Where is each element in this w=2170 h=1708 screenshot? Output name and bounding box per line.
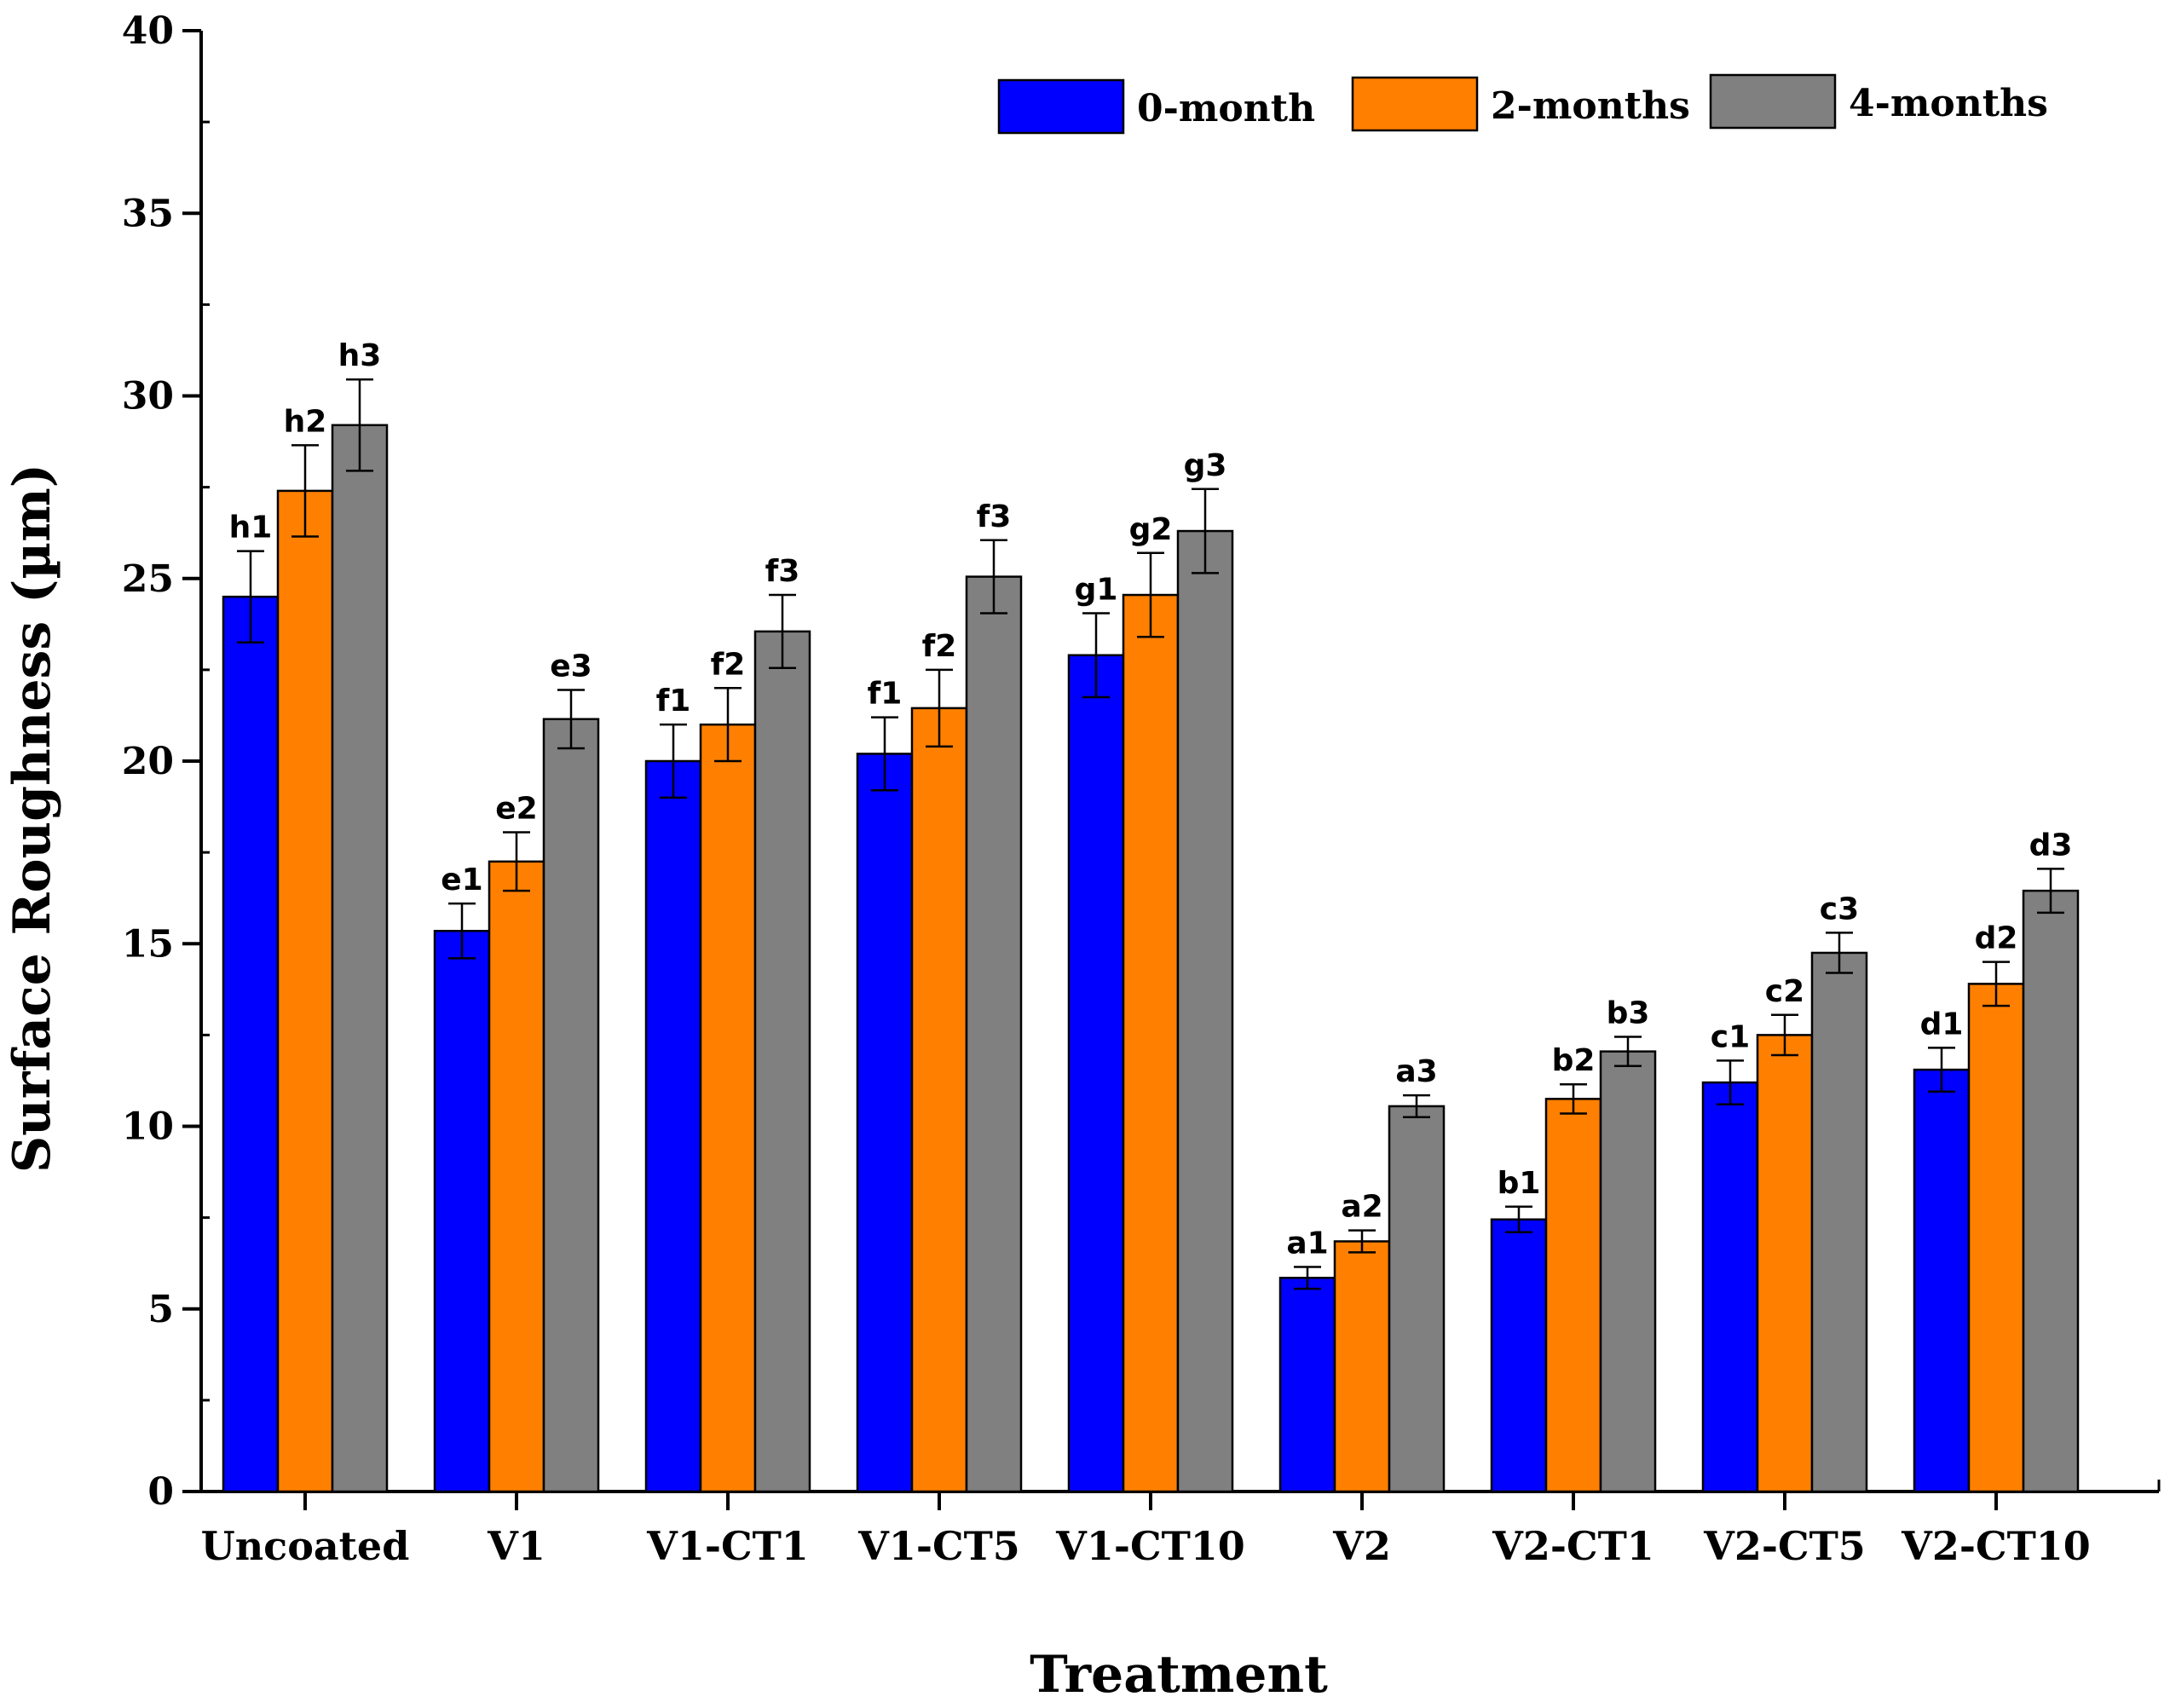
significance-label: a2 [1341, 1190, 1382, 1225]
x-axis-title: Treatment [1030, 1645, 1328, 1705]
legend: 0-month 2-months 4-months [997, 73, 2048, 135]
bar [1756, 1034, 1814, 1493]
bar [1913, 1068, 1971, 1493]
legend-label: 2-months [1491, 84, 1690, 128]
x-tick-label: Uncoated [201, 1523, 410, 1569]
bar [1067, 654, 1125, 1493]
y-tick-label: 0 [147, 1470, 174, 1514]
bar [222, 595, 280, 1493]
bar [2022, 889, 2080, 1493]
legend-swatch [1351, 76, 1479, 132]
bar [965, 575, 1023, 1493]
x-tick-label: V1 [487, 1523, 545, 1569]
significance-label: a1 [1286, 1226, 1328, 1261]
y-tick-label: 35 [122, 192, 174, 235]
significance-label: c3 [1820, 892, 1859, 926]
significance-label: d1 [1920, 1007, 1964, 1042]
bar [1490, 1218, 1548, 1493]
x-tick-label: V1-CT5 [857, 1523, 1020, 1569]
bar [753, 630, 811, 1493]
significance-label: e3 [550, 649, 592, 684]
significance-label: d2 [1975, 921, 2018, 956]
bar [1388, 1105, 1446, 1493]
significance-label: h1 [229, 511, 273, 545]
y-tick-label: 30 [122, 375, 174, 418]
x-tick-label: V2-CT1 [1492, 1523, 1654, 1569]
significance-label: b3 [1607, 996, 1650, 1031]
bar [1810, 951, 1868, 1493]
bar [276, 489, 334, 1493]
significance-label: f3 [977, 499, 1012, 534]
bar [1701, 1081, 1759, 1493]
legend-swatch [997, 78, 1125, 135]
significance-label: g1 [1075, 572, 1118, 607]
bar [433, 930, 491, 1493]
significance-label: b2 [1552, 1043, 1596, 1078]
axis-ticks: 0 5 10 15 20 25 30 35 40 Uncoated V1 V1-CT1 V1-CT5 V1… [122, 9, 2161, 1569]
bar [644, 759, 702, 1493]
y-tick-label: 25 [122, 557, 174, 601]
significance-label: e1 [441, 863, 482, 897]
bar [1544, 1098, 1602, 1493]
bar [910, 707, 968, 1493]
significance-label: f2 [922, 629, 957, 664]
x-tick-label: V2-CT5 [1703, 1523, 1866, 1569]
significance-label: f2 [711, 647, 746, 682]
bar [856, 753, 914, 1493]
significance-label: b1 [1498, 1166, 1541, 1201]
y-axis-title: Surface Roughness (µm) [3, 464, 62, 1173]
bar [1599, 1050, 1657, 1493]
significance-label: f1 [656, 684, 691, 718]
legend-label: 4-months [1849, 82, 2048, 125]
y-tick-label: 40 [122, 9, 174, 53]
x-tick-label: V1-CT1 [646, 1523, 809, 1569]
bar [1278, 1277, 1336, 1493]
bars [222, 424, 2080, 1493]
significance-label: f3 [765, 554, 800, 589]
x-tick-label: V1-CT10 [1055, 1523, 1245, 1569]
y-tick-label: 10 [122, 1105, 174, 1149]
significance-label: c1 [1711, 1019, 1750, 1054]
significance-label: c2 [1765, 974, 1804, 1009]
significance-label: d3 [2029, 828, 2073, 863]
significance-label: g2 [1129, 512, 1173, 547]
x-tick-label: V2 [1332, 1523, 1391, 1569]
y-tick-label: 5 [147, 1288, 174, 1331]
significance-label: h2 [284, 404, 327, 439]
significance-label: g3 [1184, 448, 1227, 483]
bar [542, 718, 600, 1493]
bar [1967, 983, 2025, 1493]
bar [1333, 1240, 1391, 1493]
bar [699, 723, 757, 1493]
legend-swatch [1709, 73, 1837, 130]
y-tick-label: 15 [122, 922, 174, 966]
bar [1122, 593, 1180, 1493]
bar [1176, 529, 1234, 1493]
bar [331, 424, 389, 1493]
x-tick-label: V2-CT10 [1901, 1523, 2091, 1569]
bar [488, 860, 545, 1493]
significance-label: e2 [495, 792, 537, 827]
significance-label: h3 [338, 338, 382, 373]
legend-label: 0-month [1137, 87, 1315, 130]
significance-label: f1 [868, 677, 903, 712]
significance-labels: h1 h2 h3 e1 e2 e3 f1 f2 f3 f1 f2 f3 g1 g2 g3 a1 a2 a3 b1 b2… [229, 338, 2073, 1261]
significance-label: a3 [1395, 1054, 1437, 1089]
error-bars [237, 378, 2064, 1290]
y-tick-label: 20 [122, 740, 174, 783]
